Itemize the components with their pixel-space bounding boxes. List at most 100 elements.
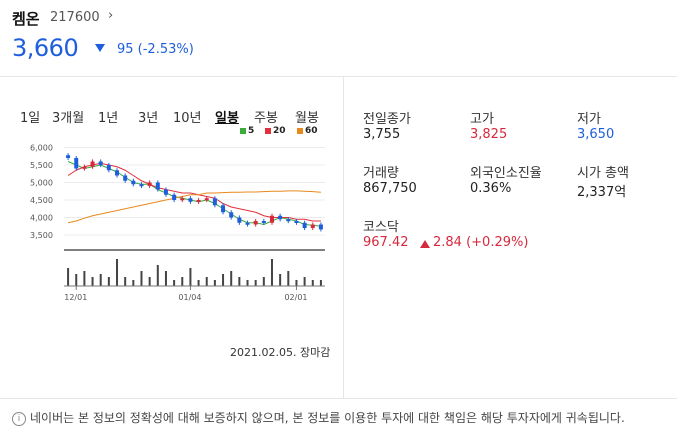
volume-bar: [222, 274, 225, 286]
candle-body: [253, 221, 258, 225]
candle-body: [245, 222, 250, 225]
candle-body: [229, 212, 234, 218]
candle-body: [180, 198, 185, 201]
kosdaq-label[interactable]: 코스닥: [363, 220, 399, 235]
volume-bar: [148, 277, 151, 286]
volume-bar: [303, 277, 306, 286]
y-tick-label: 6,000: [30, 144, 53, 153]
candle-body: [302, 222, 307, 228]
candle-body: [131, 180, 136, 185]
candle-body: [123, 175, 128, 181]
candle-body: [74, 158, 79, 169]
low-label: 저가: [577, 112, 601, 127]
legend-swatch-ma5: [240, 128, 246, 134]
foreign-ratio-value: 0.36%: [470, 181, 512, 196]
stock-name[interactable]: 켐온: [12, 10, 40, 28]
low-value: 3,650: [577, 127, 615, 142]
candle-body: [237, 217, 242, 223]
stock-chart[interactable]: 6,000 5,500 5,000 4,500 4,000 3,500 12/01 01/04…: [30, 138, 330, 303]
price-change: 95 (-2.53%): [117, 42, 194, 57]
volume-bar: [279, 274, 282, 286]
candle-body: [196, 200, 201, 202]
current-price: 3,660: [12, 34, 79, 62]
volume-bar: [124, 277, 127, 286]
tab-1day[interactable]: 1일: [20, 111, 41, 126]
candle-body: [98, 161, 103, 165]
volume-bar: [319, 280, 322, 286]
divider: [0, 76, 677, 77]
volume-bar: [107, 277, 110, 286]
volume-bar: [132, 280, 135, 286]
up-arrow-icon: [420, 240, 430, 248]
prev-close-label: 전일종가: [363, 112, 411, 127]
volume-bar: [254, 280, 257, 286]
high-label: 고가: [470, 112, 494, 127]
x-tick-label: 02/01: [284, 293, 307, 302]
volume-bar: [197, 280, 200, 286]
candle-body: [221, 205, 226, 213]
foreign-ratio-label: 외국인소진율: [470, 166, 542, 181]
candle-body: [318, 224, 323, 230]
volume-bar: [287, 271, 290, 286]
legend-label-ma60: 60: [305, 126, 318, 136]
volume-bar: [67, 268, 70, 286]
series-line-ma60: [67, 190, 321, 224]
prev-close-value: 3,755: [363, 127, 401, 142]
candle-body: [147, 182, 152, 186]
candle-body: [204, 198, 209, 201]
candle-body: [163, 189, 168, 195]
legend-label-ma20: 20: [273, 126, 286, 136]
market-close-note: 2021.02.05. 장마감: [230, 346, 331, 359]
candle-body: [188, 198, 193, 202]
legend-swatch-ma20: [265, 128, 271, 134]
volume-bar: [270, 259, 273, 286]
volume-bar: [213, 280, 216, 286]
disclaimer-text: 네이버는 본 정보의 정확성에 대해 보증하지 않으며, 본 정보를 이용한 투…: [30, 411, 625, 425]
chevron-right-icon[interactable]: ›: [108, 8, 114, 23]
kosdaq-value: 967.42: [363, 235, 409, 250]
candle-body: [82, 166, 87, 169]
volume-bar: [140, 271, 143, 286]
y-tick-label: 4,500: [30, 196, 53, 205]
tab-daily[interactable]: 일봉: [215, 111, 239, 126]
y-tick-label: 5,000: [30, 179, 53, 188]
tab-3month[interactable]: 3개월: [52, 111, 85, 126]
down-arrow-icon: [95, 44, 105, 52]
x-tick-label: 01/04: [178, 293, 201, 302]
volume-bar: [246, 280, 249, 286]
kosdaq-change: 2.84 (+0.29%): [433, 235, 529, 250]
volume-bar: [156, 265, 159, 286]
candle-body: [139, 184, 144, 187]
info-icon: i: [12, 412, 26, 426]
candle-body: [310, 224, 315, 228]
market-cap-label: 시가 총액: [577, 166, 629, 181]
candle-body: [172, 194, 177, 200]
candle-body: [269, 215, 274, 223]
volume-bar: [99, 274, 102, 286]
volume-value: 867,750: [363, 181, 417, 196]
volume-bar: [173, 280, 176, 286]
candle-body: [212, 198, 217, 206]
candle-body: [90, 161, 95, 167]
y-tick-label: 4,000: [30, 214, 53, 223]
tab-1year[interactable]: 1년: [98, 111, 119, 126]
volume-bar: [238, 277, 241, 286]
volume-label: 거래량: [363, 166, 399, 181]
candle-body: [106, 165, 111, 171]
candle-body: [66, 155, 71, 158]
volume-bar: [181, 277, 184, 286]
candle-body: [286, 219, 291, 222]
tab-monthly[interactable]: 월봉: [295, 111, 319, 126]
x-tick-label: 12/01: [64, 293, 87, 302]
tab-10year[interactable]: 10년: [173, 111, 202, 126]
legend-swatch-ma60: [297, 128, 303, 134]
tab-weekly[interactable]: 주봉: [254, 111, 278, 126]
stock-code[interactable]: 217600: [50, 10, 100, 25]
candle-body: [155, 182, 160, 190]
market-cap-value: 2,337억: [577, 185, 627, 200]
tab-3year[interactable]: 3년: [138, 111, 159, 126]
series-line-ma20: [67, 162, 321, 222]
volume-bar: [205, 277, 208, 286]
candle-body: [278, 215, 283, 220]
candle-body: [115, 170, 120, 176]
